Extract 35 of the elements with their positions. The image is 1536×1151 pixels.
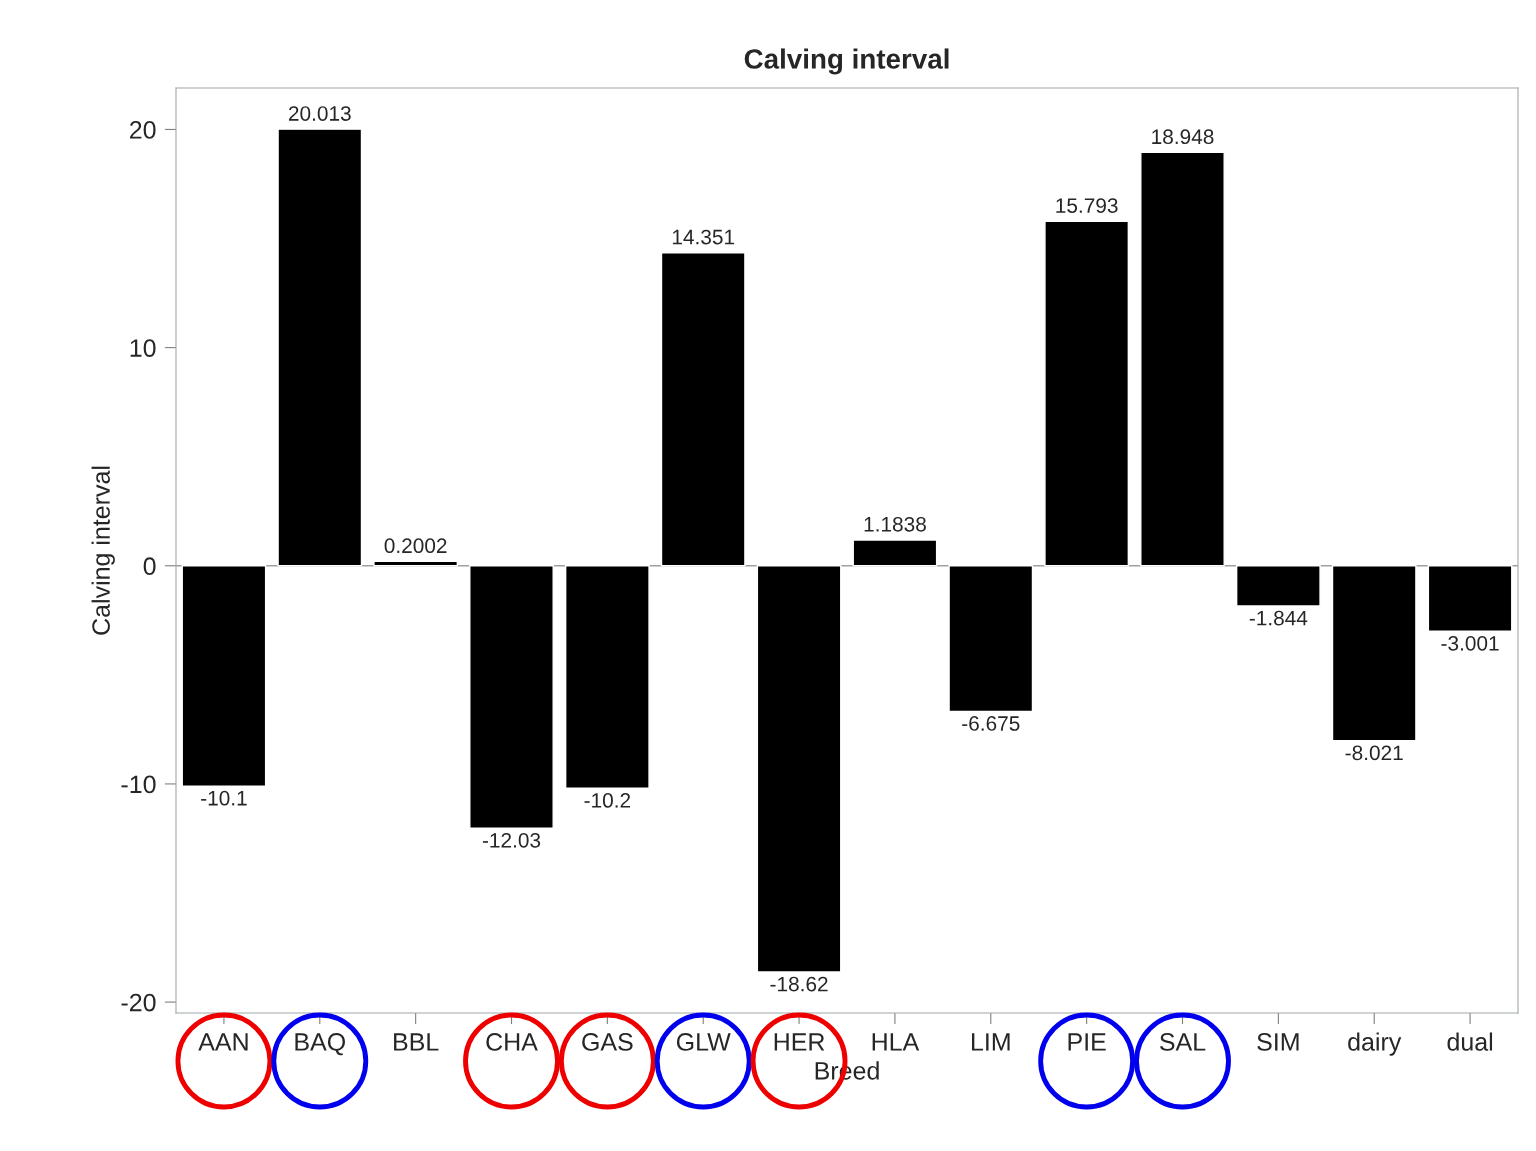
y-tick-label: 20 xyxy=(130,121,156,139)
data-label: 1.1838 xyxy=(864,516,926,532)
x-tick-label: dairy xyxy=(1348,1032,1402,1056)
y-tick-label: 10 xyxy=(130,339,156,357)
x-tick-label: BAQ xyxy=(295,1033,345,1056)
x-tick-label: PIE xyxy=(1068,1033,1106,1051)
data-label: -10.2 xyxy=(584,793,631,808)
x-tick-label: GAS xyxy=(582,1033,633,1051)
x-tick-label: GLW xyxy=(676,1033,731,1051)
data-label: 20.013 xyxy=(288,106,351,121)
data-label: -8.021 xyxy=(1345,745,1403,761)
x-tick-label: dual xyxy=(1447,1032,1493,1051)
data-label: -1.844 xyxy=(1249,610,1308,626)
data-label: -6.675 xyxy=(962,716,1020,731)
data-label: -18.62 xyxy=(770,976,828,992)
data-label: -3.001 xyxy=(1441,635,1499,651)
data-label: -10.1 xyxy=(201,790,247,806)
x-tick-label: AAN xyxy=(198,1033,248,1051)
x-tick-label: BBL xyxy=(394,1033,439,1051)
x-tick-label: SAL xyxy=(1160,1033,1206,1051)
x-tick-label: LIM xyxy=(972,1033,1010,1051)
x-tick-label: SIM xyxy=(1257,1033,1299,1051)
data-label: 14.351 xyxy=(672,229,735,245)
x-tick-label: CHA xyxy=(486,1033,538,1051)
y-axis-title: Calving interval xyxy=(91,466,115,635)
y-tick-label: 0 xyxy=(143,557,156,576)
y-tick-label: -20 xyxy=(121,993,156,1012)
y-tick-label: -10 xyxy=(121,775,156,794)
data-label: 0.2002 xyxy=(384,538,447,554)
chart-title: Calving interval xyxy=(744,48,949,75)
data-label: 15.793 xyxy=(1056,198,1118,213)
x-tick-label: HLA xyxy=(872,1033,920,1051)
x-tick-label: HER xyxy=(774,1033,825,1051)
data-label: -12.03 xyxy=(482,832,541,848)
data-label: 18.948 xyxy=(1152,129,1214,145)
